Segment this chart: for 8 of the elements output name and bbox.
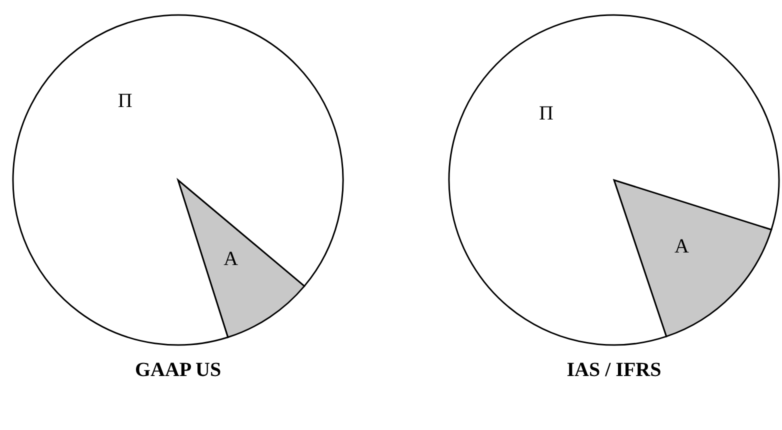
pie-slice bbox=[12, 14, 344, 346]
text: IAS / IFRS bbox=[566, 359, 662, 381]
slice-label: A bbox=[674, 236, 690, 258]
slice-label: Π bbox=[118, 90, 132, 112]
pie-slice bbox=[613, 179, 772, 338]
slice-label: Π bbox=[539, 102, 554, 124]
text: GAAP US bbox=[134, 359, 222, 381]
slice-label: A bbox=[224, 248, 239, 270]
